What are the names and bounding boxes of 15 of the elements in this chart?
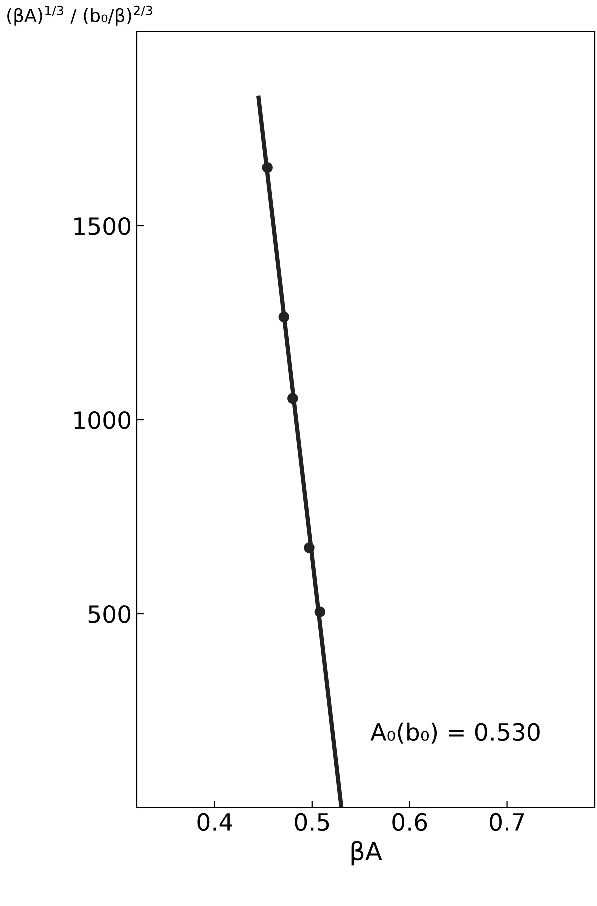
point (314, 606, 326, 618)
point (262, 162, 273, 174)
point (278, 312, 290, 323)
annotation: A₀(b₀) = 0.530 (370, 722, 540, 744)
x-axis-title: βA (352, 841, 382, 866)
point (304, 542, 315, 554)
x-tick-label: 0.5 (295, 813, 330, 832)
point (288, 393, 298, 404)
y-tick-label: 500 (88, 605, 131, 624)
x-tick-label: 0.4 (198, 813, 232, 832)
y-axis-title: (βA)$^{1/3}$ / (b₀/β)$^{2/3}$ (8, 6, 152, 26)
x-tick-label: 0.7 (490, 813, 524, 832)
y-tick-label: 1500 (74, 217, 131, 236)
x-tick-label: 0.6 (392, 813, 428, 832)
y-tick-label: 1000 (74, 411, 131, 430)
